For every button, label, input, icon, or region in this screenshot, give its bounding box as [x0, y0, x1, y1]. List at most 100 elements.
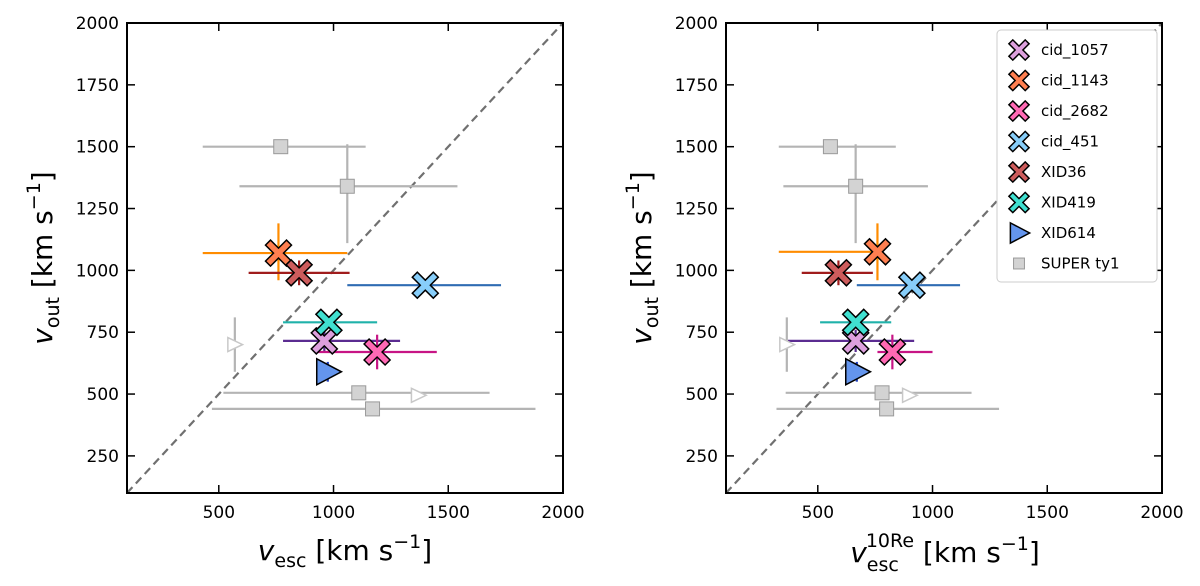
right-ylabel-exp: −1 — [622, 182, 644, 210]
left-ytick-label-1250: 1250 — [76, 200, 119, 220]
right-xid419-point — [841, 308, 870, 337]
right-xid36-point — [824, 258, 853, 287]
left-ylabel-unit: [km s — [26, 210, 59, 297]
right-x-axis-label: vesc10Re [km s−1] — [850, 530, 1040, 576]
right-ylabel-v: v — [625, 328, 658, 345]
legend-marker-xid614 — [1009, 221, 1032, 245]
right-super-ty1-limits-1-point — [779, 336, 797, 353]
right-xlabel-sub: esc — [867, 554, 899, 576]
right-super-ty1-3-point — [874, 385, 890, 401]
left-xid36-point — [285, 258, 314, 287]
left-ylabel-v: v — [26, 328, 59, 345]
right-ytick-label-250: 250 — [686, 447, 718, 467]
left-super-ty1-3-point — [351, 385, 367, 401]
right-xtick-label-1500: 1500 — [1026, 503, 1069, 523]
left-xid614-point — [315, 357, 344, 387]
legend-marker-xid36 — [1007, 160, 1031, 184]
left-ytick-label-500: 500 — [87, 385, 119, 405]
right-xlabel-unit: [km s — [914, 536, 1001, 569]
left-axes-frame — [126, 22, 564, 494]
left-xlabel-sub: esc — [274, 550, 306, 572]
left-panel-escape-velocity: 500 1000 1500 2000 250 500 750 1000 1250 1500 1750… — [23, 14, 585, 572]
left-cid-1143-point — [264, 239, 293, 268]
right-ytick-label-1500: 1500 — [675, 138, 718, 158]
left-plot-area — [126, 22, 564, 494]
right-xlabel-exp: −1 — [1001, 533, 1029, 555]
legend-marker-cid-1057 — [1007, 38, 1031, 62]
legend-marker-super-ty1 — [1013, 257, 1025, 270]
left-ytick-label-1000: 1000 — [76, 261, 119, 281]
right-cid-2682-point — [878, 337, 907, 367]
left-cid-2682-point — [363, 337, 392, 367]
right-axes-frame — [725, 22, 1163, 494]
legend: cid_1057 cid_1143 cid_2682 cid_451 XID36 XID4… — [996, 29, 1158, 283]
left-xtick-label-1000: 1000 — [312, 503, 355, 523]
left-y-axis-label: vout [km s−1] — [23, 171, 64, 344]
left-ytick-label-1750: 1750 — [76, 76, 119, 96]
right-ticks: 500 1000 1500 2000 250 500 750 1000 1250 1500 1750… — [675, 14, 1184, 523]
left-xlabel-exp: −1 — [393, 531, 421, 553]
right-xtick-label-2000: 2000 — [1140, 503, 1183, 523]
left-cid-451-point — [411, 271, 440, 300]
left-ytick-label-2000: 2000 — [76, 14, 119, 34]
left-super-ty1-4-point — [365, 401, 381, 417]
legend-label-cid-451: cid_451 — [1041, 133, 1099, 152]
right-ytick-label-750: 750 — [686, 323, 718, 343]
right-cid-451-point — [897, 271, 926, 300]
right-y-axis-label: vout [km s−1] — [622, 171, 663, 344]
legend-label-super-ty1: SUPER ty1 — [1041, 255, 1120, 273]
right-ylabel-close: ] — [625, 171, 658, 182]
right-super-ty1-4-point — [879, 401, 895, 417]
left-xlabel-close: ] — [421, 534, 432, 567]
right-cid-1143-point — [863, 237, 892, 266]
right-xlabel-v: v — [850, 536, 867, 569]
right-super-ty1-2-point — [848, 178, 864, 194]
left-xlabel-v: v — [258, 534, 275, 567]
right-xtick-label-500: 500 — [802, 503, 834, 523]
right-ytick-label-500: 500 — [686, 385, 718, 405]
left-super-ty1-limits-2-point — [410, 387, 428, 404]
right-ytick-label-1000: 1000 — [675, 261, 718, 281]
left-super-ty1-2-point — [339, 178, 355, 194]
right-xtick-label-1000: 1000 — [911, 503, 954, 523]
left-xtick-label-1500: 1500 — [427, 503, 470, 523]
right-ylabel-unit: [km s — [625, 210, 658, 297]
left-xtick-label-2000: 2000 — [541, 503, 584, 523]
right-ytick-label-2000: 2000 — [675, 14, 718, 34]
right-xlabel-sup: 10Re — [866, 530, 914, 552]
right-super-ty1-limits-2-point — [901, 387, 920, 404]
legend-label-cid-1143: cid_1143 — [1041, 72, 1109, 91]
left-xid419-point — [314, 308, 343, 337]
left-one-to-one-line — [126, 22, 564, 494]
left-ticks: 500 1000 1500 2000 250 500 750 1000 1250 1500 1750… — [76, 14, 585, 523]
left-ylabel-exp: −1 — [23, 182, 45, 210]
left-ytick-label-250: 250 — [87, 447, 119, 467]
left-ylabel-sub: out — [42, 297, 64, 328]
left-super-ty1-limits-1-point — [227, 336, 245, 353]
legend-marker-cid-2682 — [1007, 99, 1031, 123]
legend-box — [996, 29, 1158, 283]
left-ytick-label-1500: 1500 — [76, 138, 119, 158]
legend-marker-cid-451 — [1007, 130, 1031, 153]
left-xlabel-unit: [km s — [306, 534, 393, 567]
left-super-ty1-1-point — [273, 139, 289, 155]
legend-marker-cid-1143 — [1007, 69, 1031, 92]
legend-label-xid419: XID419 — [1041, 194, 1096, 212]
right-ytick-label-1750: 1750 — [675, 76, 718, 96]
right-xlabel-close: ] — [1029, 536, 1040, 569]
left-ytick-label-750: 750 — [87, 323, 119, 343]
legend-label-xid614: XID614 — [1041, 224, 1096, 242]
right-panel-escape-velocity-10re: 500 1000 1500 2000 250 500 750 1000 1250 1500 1750… — [622, 14, 1184, 576]
right-ylabel-sub: out — [641, 297, 663, 328]
legend-label-xid36: XID36 — [1041, 163, 1086, 181]
left-ylabel-close: ] — [26, 171, 59, 182]
left-xtick-label-500: 500 — [203, 503, 235, 523]
right-xid614-point — [845, 357, 873, 387]
right-ytick-label-1250: 1250 — [675, 200, 718, 220]
legend-marker-xid419 — [1007, 191, 1031, 214]
left-x-axis-label: vesc [km s−1] — [258, 531, 432, 572]
legend-label-cid-1057: cid_1057 — [1041, 41, 1109, 60]
right-super-ty1-1-point — [822, 139, 838, 155]
legend-label-cid-2682: cid_2682 — [1041, 102, 1109, 121]
